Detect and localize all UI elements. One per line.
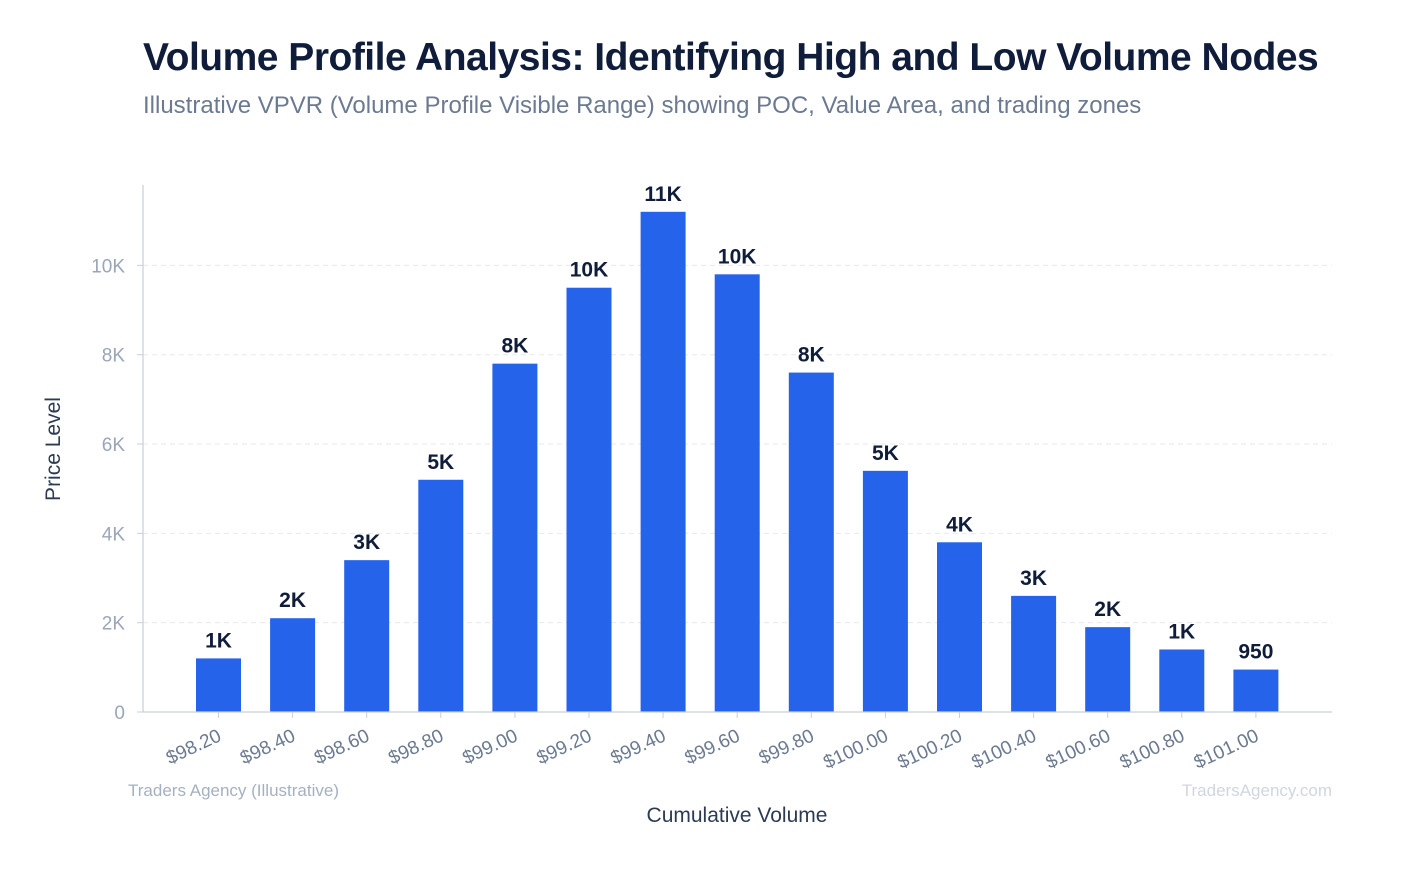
data-label: 8K [798,344,825,367]
footer-watermark: TradersAgency.com [1182,781,1332,800]
bar [270,618,316,712]
y-tick-label: 10K [91,256,125,277]
bar [937,542,982,712]
data-label: 950 [1238,641,1273,664]
bar [640,211,686,712]
bar [418,479,464,712]
bar [1085,627,1131,712]
bar [196,658,241,712]
bar [1159,649,1205,712]
x-axis-title: Cumulative Volume [647,804,828,827]
chart-subtitle: Illustrative VPVR (Volume Profile Visibl… [143,92,1142,119]
x-tick-label: $100.60 [1043,725,1114,773]
y-tick-label: 6K [102,435,126,456]
x-tick-label: $99.60 [682,725,744,769]
x-tick-label: $98.40 [237,725,299,769]
data-label: 10K [570,259,609,282]
data-label: 3K [1020,567,1047,590]
x-tick-label: $99.80 [756,725,818,769]
x-tick-label: $98.20 [163,725,225,769]
data-label: 5K [872,442,899,465]
data-label: 8K [501,335,528,358]
x-tick-label: $101.00 [1191,725,1262,773]
x-tick-label: $99.00 [459,725,521,769]
bar [714,274,760,712]
data-label: 1K [1168,620,1195,643]
x-tick-label: $99.40 [608,725,670,769]
y-tick-label: 0 [114,703,125,724]
x-tick-label: $100.20 [894,725,965,773]
y-tick-label: 8K [102,346,126,367]
bar [492,363,538,712]
bar [862,470,908,712]
bar [344,560,390,712]
bar [788,372,834,712]
data-label: 2K [1094,598,1121,621]
data-label: 1K [205,629,232,652]
x-tick-label: $98.60 [311,725,373,769]
x-tick-label: $98.80 [385,725,447,769]
footer-source: Traders Agency (Illustrative) [128,781,339,800]
data-label: 2K [279,589,306,612]
data-label: 4K [946,513,973,536]
bar [566,287,612,712]
bar [1011,595,1057,712]
x-tick-label: $100.00 [820,725,891,773]
x-tick-label: $100.40 [969,725,1040,773]
bar [1233,669,1279,712]
data-label: 5K [427,451,454,474]
chart-title: Volume Profile Analysis: Identifying Hig… [143,36,1319,79]
y-axis-title: Price Level [42,397,65,501]
x-tick-label: $100.80 [1117,725,1188,773]
data-label: 3K [353,531,380,554]
y-tick-label: 4K [102,524,126,545]
x-tick-label: $99.20 [534,725,596,769]
data-label: 10K [718,245,757,268]
y-tick-label: 2K [102,614,126,635]
data-label: 11K [644,183,681,206]
